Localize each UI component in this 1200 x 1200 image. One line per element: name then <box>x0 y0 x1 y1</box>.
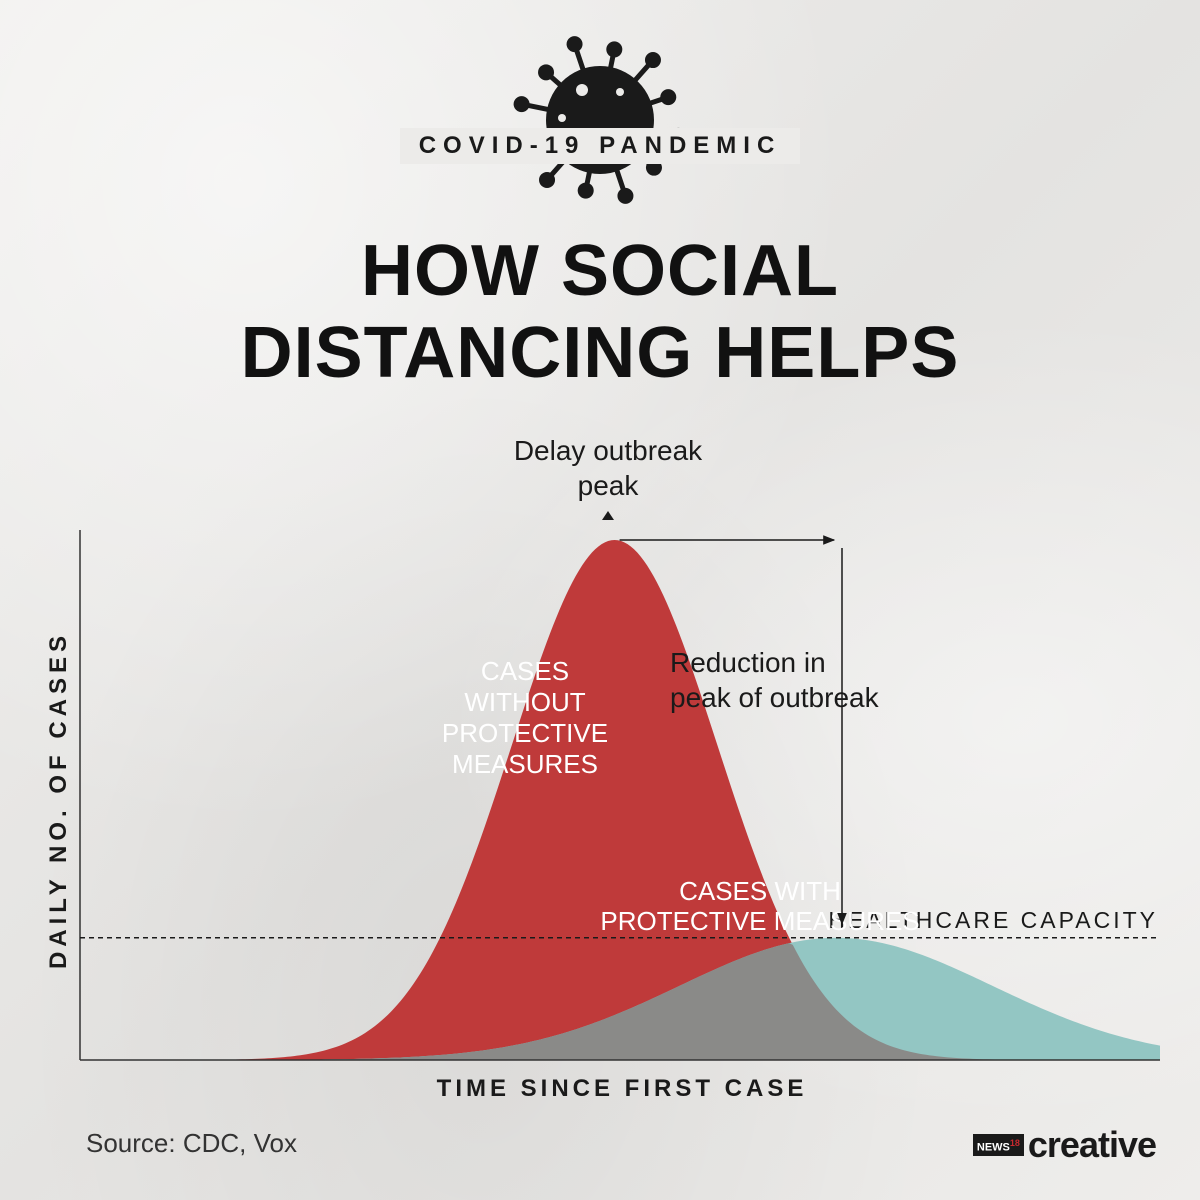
curve-overlap <box>80 943 1160 1060</box>
annotation-2-line-2: peak of outbreak <box>670 682 880 713</box>
curve-with-measures <box>80 937 1160 1060</box>
delay-pointer-icon <box>602 511 614 520</box>
virus-badge: COVID-19 PANDEMIC <box>400 28 800 218</box>
series-label-1-line-3: PROTECTIVE <box>442 718 608 748</box>
series-label-1-line-4: MEASURES <box>452 749 598 779</box>
brand-logo: NEWS18 creative <box>972 1124 1157 1166</box>
y-axis-label: DAILY NO. OF CASES <box>45 631 72 969</box>
badge-title: COVID-19 PANDEMIC <box>400 128 800 164</box>
healthcare-capacity-label: HEALTHCARE CAPACITY <box>828 907 1158 933</box>
series-label-1-line-1: CASES <box>481 656 569 686</box>
brand-mark: NEWS18 <box>972 1133 1024 1157</box>
page-title: HOW SOCIAL DISTANCING HELPS <box>0 230 1200 394</box>
annotation-1-line-1: Delay outbreak <box>514 435 703 466</box>
annotation-1-line-2: peak <box>578 470 640 501</box>
series-label-2-line-2: PROTECTIVE MEASURES <box>600 906 919 936</box>
x-axis-label: TIME SINCE FIRST CASE <box>437 1075 808 1102</box>
title-line-2: DISTANCING HELPS <box>240 313 960 393</box>
title-line-1: HOW SOCIAL <box>361 231 839 311</box>
curve-without-measures <box>80 540 1052 1060</box>
series-label-1-line-2: WITHOUT <box>464 687 585 717</box>
brand-word: creative <box>1027 1124 1157 1165</box>
annotation-2-line-1: Reduction in <box>670 647 826 678</box>
series-label-2-line-1: CASES WITH <box>679 876 841 906</box>
source-credit: Source: CDC, Vox <box>86 1128 297 1158</box>
